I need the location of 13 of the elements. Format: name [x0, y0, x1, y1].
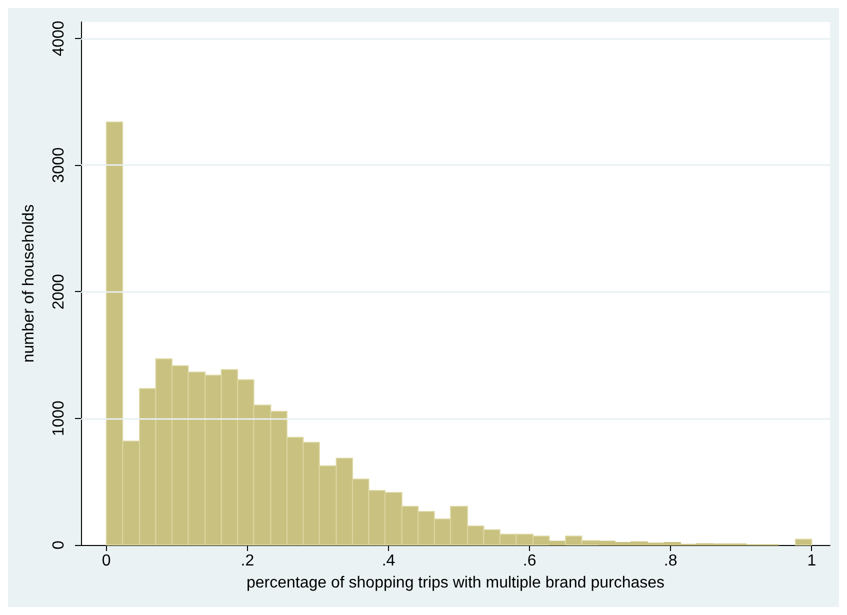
y-tick-label: 4000 — [50, 20, 68, 56]
x-tick-label: .6 — [522, 552, 536, 570]
y-axis-title: number of households — [20, 204, 38, 363]
x-tick-label: .8 — [664, 552, 678, 570]
x-axis-title: percentage of shopping trips with multiple brand purchases — [246, 574, 665, 592]
y-tick-label: 0 — [50, 540, 68, 550]
x-tick-label: .2 — [240, 552, 254, 570]
x-tick-label: 1 — [807, 552, 816, 570]
y-tick-label: 1000 — [50, 400, 68, 436]
y-tick-label: 2000 — [50, 274, 68, 310]
y-tick-label: 3000 — [50, 147, 68, 183]
x-tick-label: .4 — [382, 552, 396, 570]
x-tick-label: 0 — [102, 552, 111, 570]
